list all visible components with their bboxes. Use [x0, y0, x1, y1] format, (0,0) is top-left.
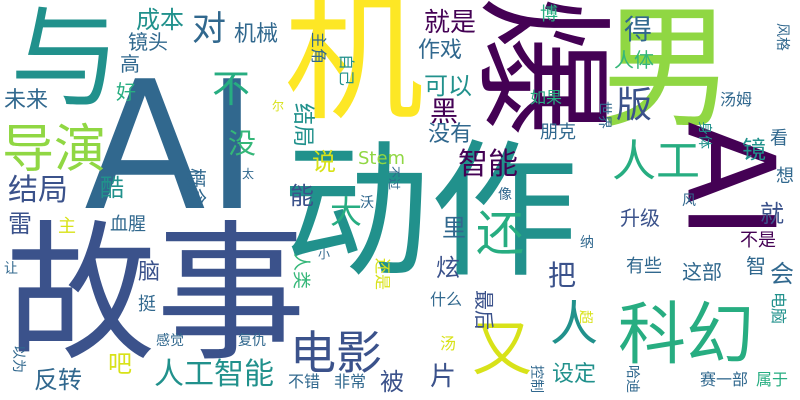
word: 会 [770, 260, 794, 288]
word: 朋克 [540, 122, 576, 143]
word: 汤 [440, 334, 457, 353]
word: 最后 [472, 290, 496, 330]
word: 想 [776, 166, 794, 187]
word: 主角 [309, 31, 329, 65]
word: 汤姆 [720, 90, 753, 109]
word: 结局 [290, 102, 316, 148]
word: AI [84, 43, 259, 250]
word: 升级 [620, 206, 660, 230]
word: 属于 [756, 370, 789, 389]
word: 能 [290, 182, 314, 210]
word: 哈迪 [624, 365, 640, 393]
word: 得 [624, 13, 653, 46]
word: 吧 [108, 350, 132, 378]
word: 人 [550, 296, 599, 352]
word: 主 [58, 216, 76, 237]
word: 挺 [138, 294, 156, 315]
word: 如果 [530, 88, 563, 107]
word: 超 [577, 310, 593, 324]
word: 什么 [430, 290, 463, 309]
word: 博 [540, 4, 558, 25]
word: 镜 [742, 136, 766, 164]
word: 智 [746, 254, 766, 278]
word: 片 [430, 362, 457, 392]
word: 感觉 [156, 333, 184, 349]
word: 风格 [774, 23, 790, 51]
word: 故事 [6, 208, 307, 382]
word: 就 [760, 200, 784, 228]
word: 概念 [184, 168, 208, 208]
word: 电脑 [769, 291, 789, 325]
word: 还 [476, 206, 525, 262]
word: 看 [770, 128, 788, 149]
word: 设定 [552, 362, 597, 387]
word: Stem [358, 148, 406, 169]
word: 版 [616, 85, 653, 126]
word: 动作 [282, 126, 578, 298]
word: 又 [472, 315, 532, 385]
word: 世界 [596, 101, 612, 129]
word: 炫 [436, 254, 460, 282]
word: 太 [242, 167, 255, 181]
word: 让 [4, 261, 18, 277]
word: 尔 [272, 99, 285, 113]
word: 以为 [10, 345, 26, 373]
word: 男 [600, 0, 735, 147]
word: 不是 [740, 230, 776, 251]
word: 有些 [626, 256, 662, 277]
word: 导演 [2, 120, 107, 180]
word: 自己 [337, 53, 357, 87]
word: 小 [318, 247, 331, 261]
word: 里 [442, 214, 466, 242]
word: 纳 [580, 235, 594, 251]
word: 被 [380, 368, 404, 396]
word: 人工智能 [154, 357, 274, 392]
word: 控制 [528, 365, 544, 393]
word: 作戏 [418, 38, 463, 63]
word: 大 [330, 193, 363, 231]
word: 血腥 [110, 214, 146, 235]
word: 可以 [424, 72, 472, 100]
word: 电影 [290, 326, 382, 380]
word: 复仇 [238, 333, 266, 349]
word: 身体 [696, 121, 712, 149]
word: 智能 [458, 147, 518, 182]
word: 结局 [8, 173, 68, 208]
word: 对 [192, 9, 226, 49]
word: 人类 [290, 253, 311, 289]
word: 就是 [424, 8, 477, 38]
word: 还是 [373, 257, 393, 291]
word: 脑 [138, 260, 161, 285]
word: 非常 [334, 372, 367, 391]
word: 反转 [34, 366, 82, 394]
word: 风 [682, 193, 696, 209]
word: 机械 [234, 22, 279, 47]
word: 好 [116, 80, 136, 104]
word: 没 [228, 127, 257, 160]
word: 黑 [430, 95, 459, 128]
word: 沃 [360, 195, 374, 211]
word: 没有 [428, 122, 473, 147]
word: 高 [120, 52, 140, 76]
word: 机 [284, 0, 425, 141]
word: 与 [10, 0, 120, 123]
word: 不过 [387, 165, 402, 191]
word: 未来 [4, 88, 49, 113]
word: 不错 [288, 372, 321, 391]
word: 人工 [612, 136, 700, 187]
word: 这部 [682, 260, 722, 284]
word: 人体 [614, 48, 654, 72]
word: 雷 [8, 210, 32, 238]
word: 成本 [136, 6, 184, 34]
word: 赛一部 [700, 370, 749, 389]
word: 酷 [100, 174, 124, 202]
word: 像 [498, 187, 512, 203]
word: 把 [548, 259, 577, 292]
word: 科幻 [618, 296, 755, 375]
word: 镜头 [128, 30, 168, 54]
word: 说 [312, 148, 336, 176]
word: 不 [212, 67, 251, 111]
